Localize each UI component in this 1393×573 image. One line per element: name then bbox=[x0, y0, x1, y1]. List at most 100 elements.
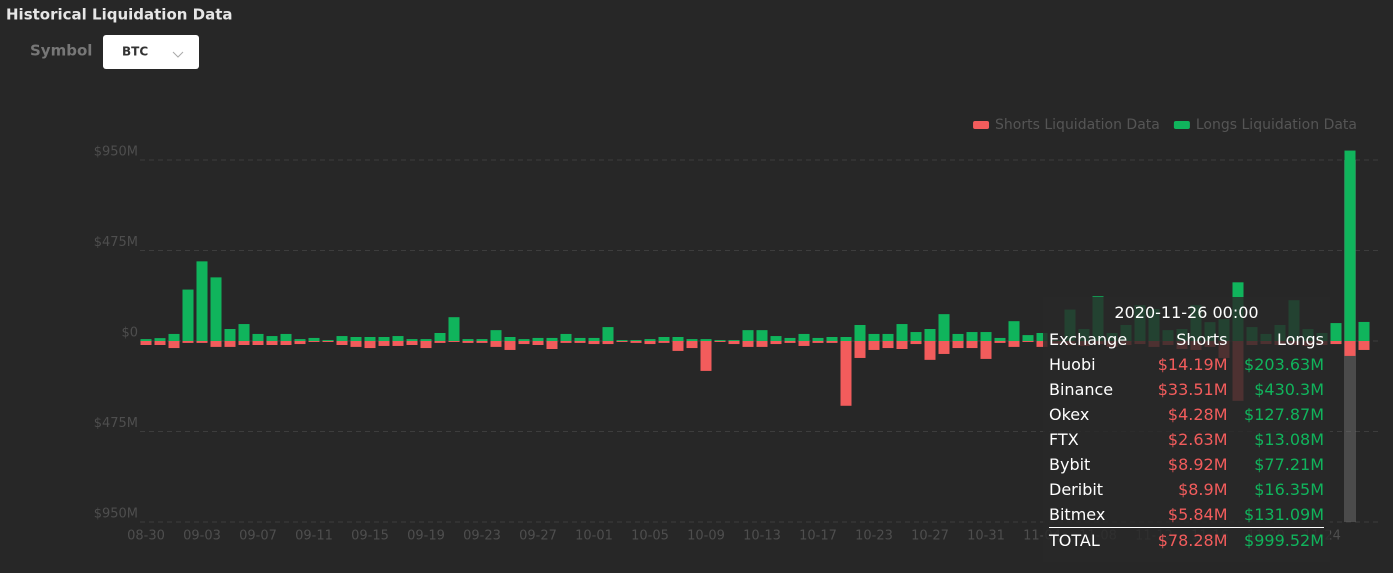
bar bbox=[616, 340, 628, 341]
bar bbox=[798, 341, 810, 346]
bar bbox=[476, 341, 488, 343]
bar bbox=[1330, 341, 1342, 345]
x-tick-label: 10-23 bbox=[855, 529, 893, 544]
bar bbox=[588, 337, 600, 341]
dropdown-arrow bbox=[172, 51, 184, 58]
bar bbox=[784, 337, 796, 341]
bar bbox=[224, 328, 236, 341]
bar bbox=[728, 341, 740, 345]
bar bbox=[476, 339, 488, 341]
bar bbox=[854, 324, 866, 341]
bar bbox=[1022, 341, 1034, 342]
bar bbox=[658, 336, 670, 341]
bar bbox=[490, 330, 502, 341]
bar bbox=[196, 261, 208, 341]
bar bbox=[210, 341, 222, 347]
x-tick-label: 09-27 bbox=[519, 529, 557, 544]
bar bbox=[630, 341, 642, 343]
x-tick-label: 10-01 bbox=[575, 529, 613, 544]
tooltip-cell: $4.28M bbox=[1167, 405, 1228, 424]
tooltip-cell: Shorts bbox=[1176, 330, 1228, 349]
bar bbox=[952, 341, 964, 349]
tooltip-cell: Exchange bbox=[1049, 330, 1128, 349]
bar bbox=[770, 341, 782, 345]
tooltip-cell: Bybit bbox=[1049, 455, 1091, 474]
bar bbox=[686, 339, 698, 341]
bar bbox=[980, 332, 992, 341]
bar bbox=[644, 341, 656, 345]
bar bbox=[294, 341, 306, 345]
x-tick-label: 10-13 bbox=[743, 529, 781, 544]
bar bbox=[392, 341, 404, 346]
bar bbox=[1036, 341, 1048, 347]
bar bbox=[168, 333, 180, 341]
bar bbox=[616, 341, 628, 342]
x-tick-label: 09-23 bbox=[463, 529, 501, 544]
bar bbox=[840, 336, 852, 341]
tooltip-cell: $8.92M bbox=[1167, 455, 1228, 474]
bar bbox=[140, 341, 152, 346]
x-tick-label: 10-09 bbox=[687, 529, 725, 544]
bar bbox=[462, 341, 474, 343]
bar bbox=[336, 336, 348, 341]
bar bbox=[714, 341, 726, 342]
bar bbox=[252, 341, 264, 346]
bar bbox=[700, 341, 712, 371]
tooltip: 2020-11-26 00:00 Exchange Shorts Longs Huob… bbox=[1043, 297, 1330, 562]
y-tick-label: $475M bbox=[94, 416, 138, 431]
bar bbox=[1036, 332, 1048, 341]
x-tick-label: 09-15 bbox=[351, 529, 389, 544]
tooltip-title: 2020-11-26 00:00 bbox=[1114, 303, 1259, 322]
tooltip-cell: $203.63M bbox=[1244, 355, 1324, 374]
bar bbox=[210, 277, 222, 341]
symbol-select[interactable] bbox=[103, 35, 199, 69]
y-tick-label: $475M bbox=[94, 235, 138, 250]
bar bbox=[1358, 321, 1370, 341]
bar bbox=[588, 341, 600, 345]
bar bbox=[756, 330, 768, 341]
bar bbox=[420, 341, 432, 349]
bar bbox=[854, 341, 866, 358]
bar bbox=[560, 333, 572, 341]
bar bbox=[672, 336, 684, 341]
bar bbox=[434, 341, 446, 343]
bar bbox=[644, 339, 656, 341]
tooltip-cell: Okex bbox=[1049, 405, 1090, 424]
bar bbox=[504, 336, 516, 341]
tooltip-row: Huobi $14.19M $203.63M bbox=[1049, 352, 1324, 377]
bar bbox=[826, 336, 838, 341]
tooltip-cell: Bitmex bbox=[1049, 505, 1106, 524]
bar bbox=[322, 340, 334, 341]
bar bbox=[182, 289, 194, 341]
symbol-value[interactable]: BTC bbox=[122, 45, 148, 59]
tooltip-row: Okex $4.28M $127.87M bbox=[1049, 402, 1324, 427]
bar bbox=[168, 341, 180, 349]
bar bbox=[434, 332, 446, 341]
bar bbox=[280, 333, 292, 341]
bar bbox=[1344, 150, 1356, 341]
bar bbox=[700, 339, 712, 341]
bar bbox=[1008, 341, 1020, 347]
bar bbox=[154, 341, 166, 346]
bar bbox=[238, 324, 250, 341]
bar bbox=[280, 341, 292, 346]
y-tick-label: $950M bbox=[94, 507, 138, 522]
bar bbox=[196, 341, 208, 343]
bar bbox=[1022, 335, 1034, 341]
bar bbox=[532, 337, 544, 341]
tooltip-row: Deribit $8.9M $16.35M bbox=[1049, 477, 1324, 502]
tooltip-row: Binance $33.51M $430.3M bbox=[1049, 377, 1324, 402]
tooltip-cell: Binance bbox=[1049, 380, 1114, 399]
tooltip-cell: FTX bbox=[1049, 430, 1079, 449]
bar bbox=[938, 314, 950, 341]
bar bbox=[308, 341, 320, 342]
bar bbox=[910, 341, 922, 345]
bar bbox=[784, 341, 796, 343]
legend-label: Longs Liquidation Data bbox=[1196, 117, 1357, 133]
bar bbox=[770, 336, 782, 341]
x-tick-label: 10-05 bbox=[631, 529, 669, 544]
tooltip-cell: Longs bbox=[1276, 330, 1324, 349]
bar bbox=[868, 341, 880, 350]
tooltip-table: Exchange Shorts Longs Huobi $14.19M $203.63M B… bbox=[1049, 327, 1324, 553]
